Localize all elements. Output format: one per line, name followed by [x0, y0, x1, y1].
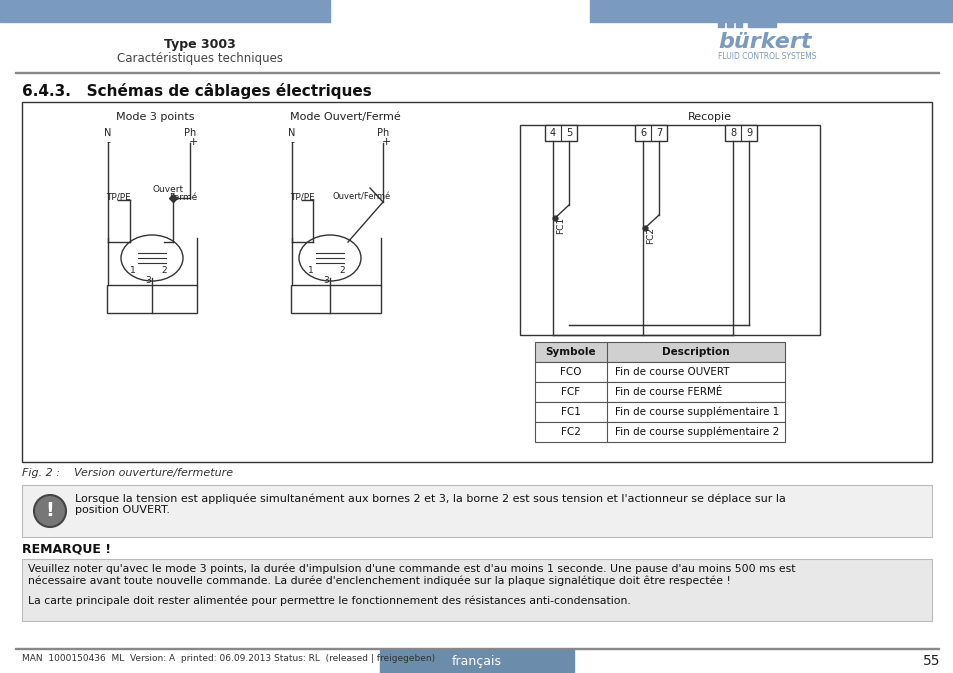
Text: Ouvert/Fermé: Ouvert/Fermé: [333, 193, 391, 202]
Text: 9: 9: [745, 128, 751, 138]
Bar: [589, 0, 953, 22]
Text: La carte principale doit rester alimentée pour permettre le fonctionnement des r: La carte principale doit rester alimenté…: [28, 595, 630, 606]
Bar: [22, 485, 931, 537]
Bar: [22, 102, 931, 462]
Bar: [0, 0, 330, 22]
Text: Fin de course FERMÉ: Fin de course FERMÉ: [615, 387, 721, 397]
Text: +: +: [188, 137, 197, 147]
Bar: [535, 342, 784, 362]
Bar: [379, 650, 574, 673]
Text: Recopie: Recopie: [687, 112, 731, 122]
Text: Fin de course supplémentaire 1: Fin de course supplémentaire 1: [615, 406, 779, 417]
Text: 8: 8: [729, 128, 736, 138]
Text: FC1: FC1: [560, 407, 580, 417]
Text: 6: 6: [639, 128, 645, 138]
Text: Description: Description: [661, 347, 729, 357]
Text: Type 3003: Type 3003: [164, 38, 235, 51]
Bar: [535, 402, 784, 422]
Text: Fin de course OUVERT: Fin de course OUVERT: [615, 367, 729, 377]
Text: 1: 1: [308, 266, 314, 275]
Text: Caractéristiques techniques: Caractéristiques techniques: [117, 52, 283, 65]
Bar: [735, 22, 741, 27]
Text: FCO: FCO: [559, 367, 581, 377]
Ellipse shape: [121, 235, 183, 281]
Circle shape: [34, 495, 66, 527]
Bar: [22, 559, 931, 621]
Bar: [718, 22, 723, 27]
Text: Symbole: Symbole: [545, 347, 596, 357]
Text: 55: 55: [923, 654, 940, 668]
Text: bürkert: bürkert: [718, 32, 811, 52]
Text: FLUID CONTROL SYSTEMS: FLUID CONTROL SYSTEMS: [718, 52, 816, 61]
Text: FC2: FC2: [646, 227, 655, 244]
Text: MAN  1000150436  ML  Version: A  printed: 06.09.2013 Status: RL  (released | fre: MAN 1000150436 ML Version: A printed: 06…: [22, 654, 435, 663]
Bar: [535, 362, 784, 382]
Text: Veuillez noter qu'avec le mode 3 points, la durée d'impulsion d'une commande est: Veuillez noter qu'avec le mode 3 points,…: [28, 563, 795, 586]
Text: Fig. 2 :    Version ouverture/fermeture: Fig. 2 : Version ouverture/fermeture: [22, 468, 233, 478]
Text: -: -: [106, 137, 110, 147]
Text: 1: 1: [130, 266, 135, 275]
Text: TP/PE: TP/PE: [290, 193, 314, 202]
Bar: [535, 382, 784, 402]
Bar: [15, 648, 938, 649]
Text: FCF: FCF: [561, 387, 580, 397]
Ellipse shape: [298, 235, 360, 281]
Text: Lorsque la tension est appliquée simultanément aux bornes 2 et 3, la borne 2 est: Lorsque la tension est appliquée simulta…: [75, 493, 785, 515]
Text: N: N: [104, 128, 112, 138]
Text: FC2: FC2: [560, 427, 580, 437]
Text: 3: 3: [323, 276, 329, 285]
Bar: [544, 125, 577, 141]
Text: 7: 7: [655, 128, 661, 138]
Text: Mode 3 points: Mode 3 points: [115, 112, 194, 122]
Text: Ouvert: Ouvert: [152, 185, 183, 194]
Text: français: français: [452, 655, 501, 668]
Bar: [726, 22, 732, 27]
Text: 3: 3: [145, 276, 151, 285]
Text: 2: 2: [161, 266, 167, 275]
Text: N: N: [288, 128, 295, 138]
Bar: [15, 72, 938, 73]
Bar: [291, 285, 380, 313]
Text: Fermé: Fermé: [169, 193, 197, 202]
Bar: [535, 422, 784, 442]
Text: Ph: Ph: [376, 128, 389, 138]
Text: 6.4.3.   Schémas de câblages électriques: 6.4.3. Schémas de câblages électriques: [22, 83, 372, 99]
Text: Fin de course supplémentaire 2: Fin de course supplémentaire 2: [615, 427, 779, 437]
Bar: [107, 285, 196, 313]
Bar: [747, 22, 775, 27]
Text: 2: 2: [339, 266, 344, 275]
Bar: [519, 125, 820, 335]
Text: Ph: Ph: [184, 128, 196, 138]
Text: !: !: [46, 501, 54, 520]
Text: Mode Ouvert/Fermé: Mode Ouvert/Fermé: [290, 112, 400, 122]
Bar: [635, 125, 666, 141]
Bar: [724, 125, 757, 141]
Text: 4: 4: [549, 128, 556, 138]
Text: 5: 5: [565, 128, 572, 138]
Text: REMARQUE !: REMARQUE !: [22, 543, 111, 556]
Text: FC1: FC1: [556, 217, 565, 234]
Text: TP/PE: TP/PE: [106, 193, 131, 202]
Text: +: +: [381, 137, 391, 147]
Text: -: -: [290, 137, 294, 147]
